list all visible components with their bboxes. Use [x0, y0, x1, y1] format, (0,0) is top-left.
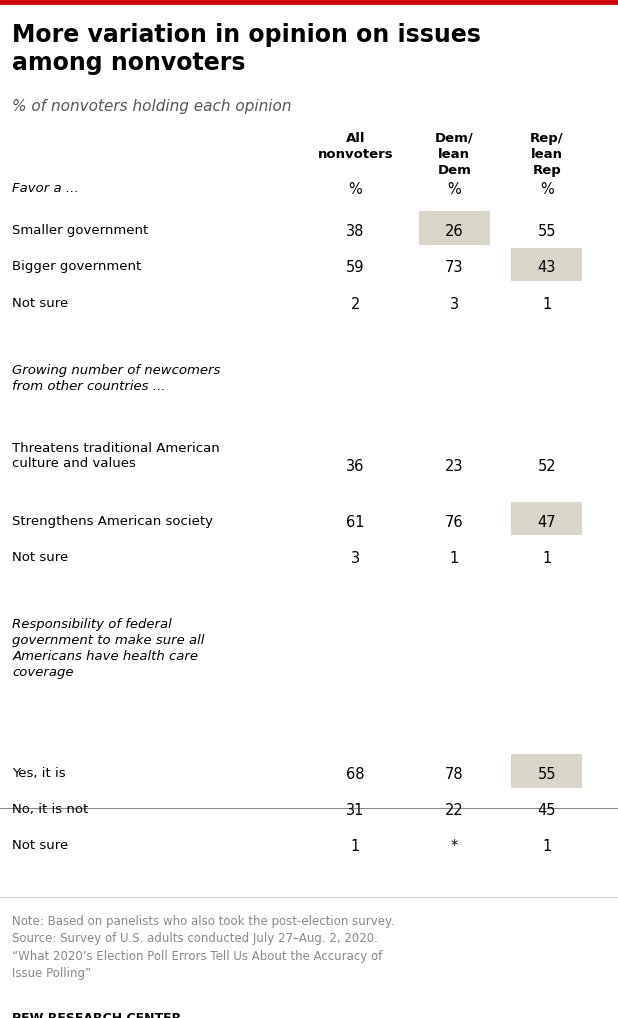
Text: 52: 52: [538, 459, 556, 474]
Text: 59: 59: [346, 261, 365, 275]
Text: 47: 47: [538, 515, 556, 529]
Text: Smaller government: Smaller government: [12, 224, 148, 237]
Text: 55: 55: [538, 224, 556, 239]
Text: 1: 1: [351, 839, 360, 854]
Text: Threatens traditional American
culture and values: Threatens traditional American culture a…: [12, 442, 220, 470]
FancyBboxPatch shape: [511, 247, 582, 281]
Text: 1: 1: [450, 551, 459, 566]
Text: 3: 3: [351, 551, 360, 566]
Text: 23: 23: [445, 459, 464, 474]
Text: Yes, it is: Yes, it is: [12, 767, 66, 780]
FancyBboxPatch shape: [511, 754, 582, 788]
Text: 1: 1: [543, 839, 551, 854]
Text: 45: 45: [538, 803, 556, 818]
Text: 43: 43: [538, 261, 556, 275]
Text: More variation in opinion on issues
among nonvoters: More variation in opinion on issues amon…: [12, 22, 481, 75]
Text: 38: 38: [346, 224, 365, 239]
Text: %: %: [540, 182, 554, 197]
Text: 76: 76: [445, 515, 464, 529]
Text: %: %: [349, 182, 362, 197]
Text: No, it is not: No, it is not: [12, 803, 88, 816]
Text: %: %: [447, 182, 461, 197]
Text: 55: 55: [538, 767, 556, 782]
Text: Not sure: Not sure: [12, 551, 69, 564]
Text: Note: Based on panelists who also took the post-election survey.
Source: Survey : Note: Based on panelists who also took t…: [12, 914, 394, 980]
Text: Responsibility of federal
government to make sure all
Americans have health care: Responsibility of federal government to …: [12, 618, 205, 679]
Text: 1: 1: [543, 551, 551, 566]
Text: Growing number of newcomers
from other countries ...: Growing number of newcomers from other c…: [12, 363, 221, 393]
FancyBboxPatch shape: [511, 502, 582, 535]
Text: Bigger government: Bigger government: [12, 261, 142, 273]
Text: Not sure: Not sure: [12, 839, 69, 852]
Text: 1: 1: [543, 296, 551, 312]
Text: 73: 73: [445, 261, 464, 275]
Text: 31: 31: [346, 803, 365, 818]
Text: 61: 61: [346, 515, 365, 529]
Text: 26: 26: [445, 224, 464, 239]
Text: *: *: [451, 839, 458, 854]
Text: Rep/
lean
Rep: Rep/ lean Rep: [530, 131, 564, 176]
Text: Not sure: Not sure: [12, 296, 69, 309]
FancyBboxPatch shape: [418, 212, 489, 245]
Text: 36: 36: [346, 459, 365, 474]
Text: 78: 78: [445, 767, 464, 782]
Text: All
nonvoters: All nonvoters: [318, 131, 393, 161]
Text: PEW RESEARCH CENTER: PEW RESEARCH CENTER: [12, 1012, 182, 1018]
Text: Favor a ...: Favor a ...: [12, 182, 79, 195]
Text: 2: 2: [350, 296, 360, 312]
Text: Strengthens American society: Strengthens American society: [12, 515, 213, 527]
Text: 22: 22: [445, 803, 464, 818]
Text: % of nonvoters holding each opinion: % of nonvoters holding each opinion: [12, 99, 292, 114]
Text: Dem/
lean
Dem: Dem/ lean Dem: [435, 131, 473, 176]
Text: 68: 68: [346, 767, 365, 782]
Text: 3: 3: [450, 296, 459, 312]
